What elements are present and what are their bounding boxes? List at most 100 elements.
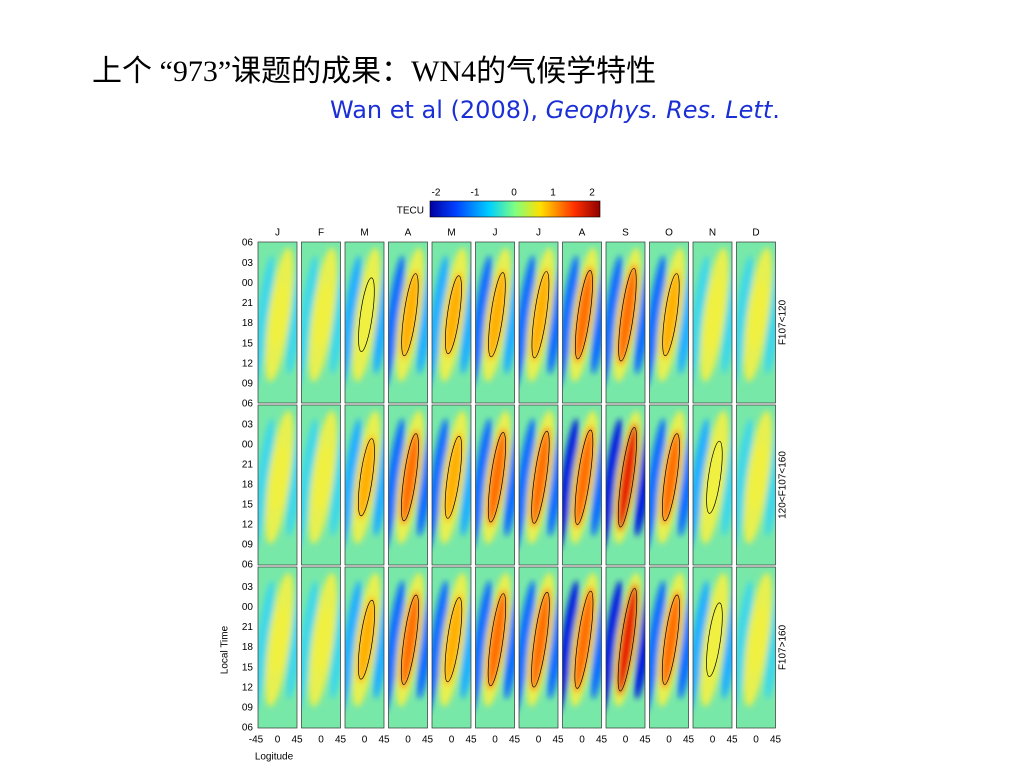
panel-frame <box>344 566 385 729</box>
month-label: S <box>622 228 629 239</box>
month-label: D <box>752 228 759 239</box>
warm-band <box>749 443 767 512</box>
cold-band <box>330 567 341 700</box>
cold-band <box>286 567 297 700</box>
warm-band <box>271 444 288 510</box>
contour <box>358 277 375 352</box>
x-tick-label: 45 <box>726 735 738 746</box>
cold-band <box>591 405 602 537</box>
cold-band <box>606 580 623 715</box>
heatmap-panel <box>432 567 471 728</box>
cold-band <box>678 405 689 537</box>
cold-band <box>388 418 405 552</box>
cold-band <box>345 418 362 552</box>
panel-frame <box>344 404 385 566</box>
x-tick-label: 0 <box>449 735 455 746</box>
cold-band <box>417 242 428 375</box>
heatmap-panel <box>388 405 428 565</box>
pattern <box>562 405 602 552</box>
panel-frame <box>388 241 428 404</box>
heatmap-panel <box>693 242 732 403</box>
y-tick-label: 06 <box>242 723 254 734</box>
pattern <box>432 405 471 552</box>
y-axis-label: Local Time <box>220 625 231 674</box>
panel-frame <box>301 241 341 404</box>
contour <box>401 433 419 522</box>
citation-authors: Wan et al (2008), <box>330 96 546 124</box>
contour <box>357 599 375 680</box>
cold-band <box>286 242 297 375</box>
colorbar-tick: 1 <box>550 188 556 199</box>
warm-band <box>530 427 551 528</box>
warm-band <box>705 437 724 517</box>
cold-band <box>547 405 558 537</box>
contour <box>531 592 550 688</box>
panel-frame <box>736 241 776 404</box>
contour <box>574 270 593 360</box>
y-tick-label: 03 <box>242 258 254 269</box>
pattern <box>475 567 515 715</box>
panel-frame <box>518 241 559 404</box>
x-tick-label: 45 <box>465 735 477 746</box>
panel-frame <box>431 241 472 404</box>
cold-band <box>301 418 318 552</box>
x-tick-label: 45 <box>422 735 434 746</box>
row-label: F107>160 <box>778 624 789 670</box>
cold-band <box>417 567 428 700</box>
slide-title: 上个 “973”课题的成果：WN4的气候学特性 <box>92 55 657 88</box>
cold-band <box>649 580 666 715</box>
panel-frame <box>605 566 646 729</box>
x-tick-label: 0 <box>753 735 759 746</box>
contour <box>531 271 550 359</box>
cold-band <box>373 405 384 537</box>
y-tick-label: 06 <box>242 399 254 410</box>
cold-band <box>591 242 602 375</box>
contour <box>445 275 462 355</box>
cold-band <box>460 242 471 375</box>
panel-frame <box>431 566 472 729</box>
y-tick-label: 00 <box>242 278 254 289</box>
warm-band <box>573 425 594 529</box>
panel-frame <box>475 566 515 729</box>
cold-band <box>345 255 362 390</box>
cold-band <box>693 418 710 552</box>
pattern <box>475 242 515 390</box>
warm-band <box>400 590 420 689</box>
month-label: J <box>493 228 498 239</box>
y-tick-label: 09 <box>242 703 254 714</box>
heatmap-panel <box>649 567 689 728</box>
month-label: N <box>709 228 716 239</box>
heatmap-panel <box>301 567 341 728</box>
cold-band <box>765 242 776 375</box>
heatmap-panel <box>693 405 732 565</box>
cold-band <box>562 418 579 552</box>
warm-band <box>443 593 463 686</box>
warm-band <box>574 266 594 363</box>
heatmap-panel <box>475 242 515 403</box>
cold-band <box>736 418 753 552</box>
y-tick-label: 12 <box>242 520 254 531</box>
warm-band <box>661 590 681 689</box>
warm-band <box>400 429 420 525</box>
cold-band <box>591 567 602 700</box>
pattern <box>736 242 776 390</box>
panel-frame <box>649 566 689 729</box>
pattern <box>606 242 645 390</box>
panel-frame <box>736 404 776 566</box>
heatmap-panel <box>606 567 645 728</box>
warm-band <box>487 268 507 361</box>
contour <box>617 427 637 528</box>
month-label: M <box>360 228 368 239</box>
contour <box>444 435 463 519</box>
panel-frame <box>518 404 559 566</box>
x-tick-label: 0 <box>405 735 411 746</box>
month-label: J <box>275 228 280 239</box>
x-axis-label: Logitude <box>255 752 294 763</box>
y-tick-label: 00 <box>242 440 254 451</box>
cold-band <box>432 255 449 390</box>
cold-band <box>388 580 405 715</box>
x-tick-label: 0 <box>492 735 498 746</box>
warm-band <box>271 606 288 673</box>
pattern <box>649 242 689 390</box>
heatmap-panel <box>258 405 297 565</box>
